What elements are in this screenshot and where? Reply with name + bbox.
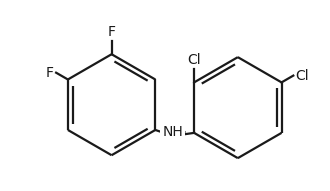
Text: Cl: Cl	[187, 53, 201, 67]
Text: F: F	[108, 25, 115, 39]
Text: F: F	[45, 66, 53, 80]
Text: NH: NH	[162, 125, 183, 139]
Text: Cl: Cl	[295, 69, 309, 83]
